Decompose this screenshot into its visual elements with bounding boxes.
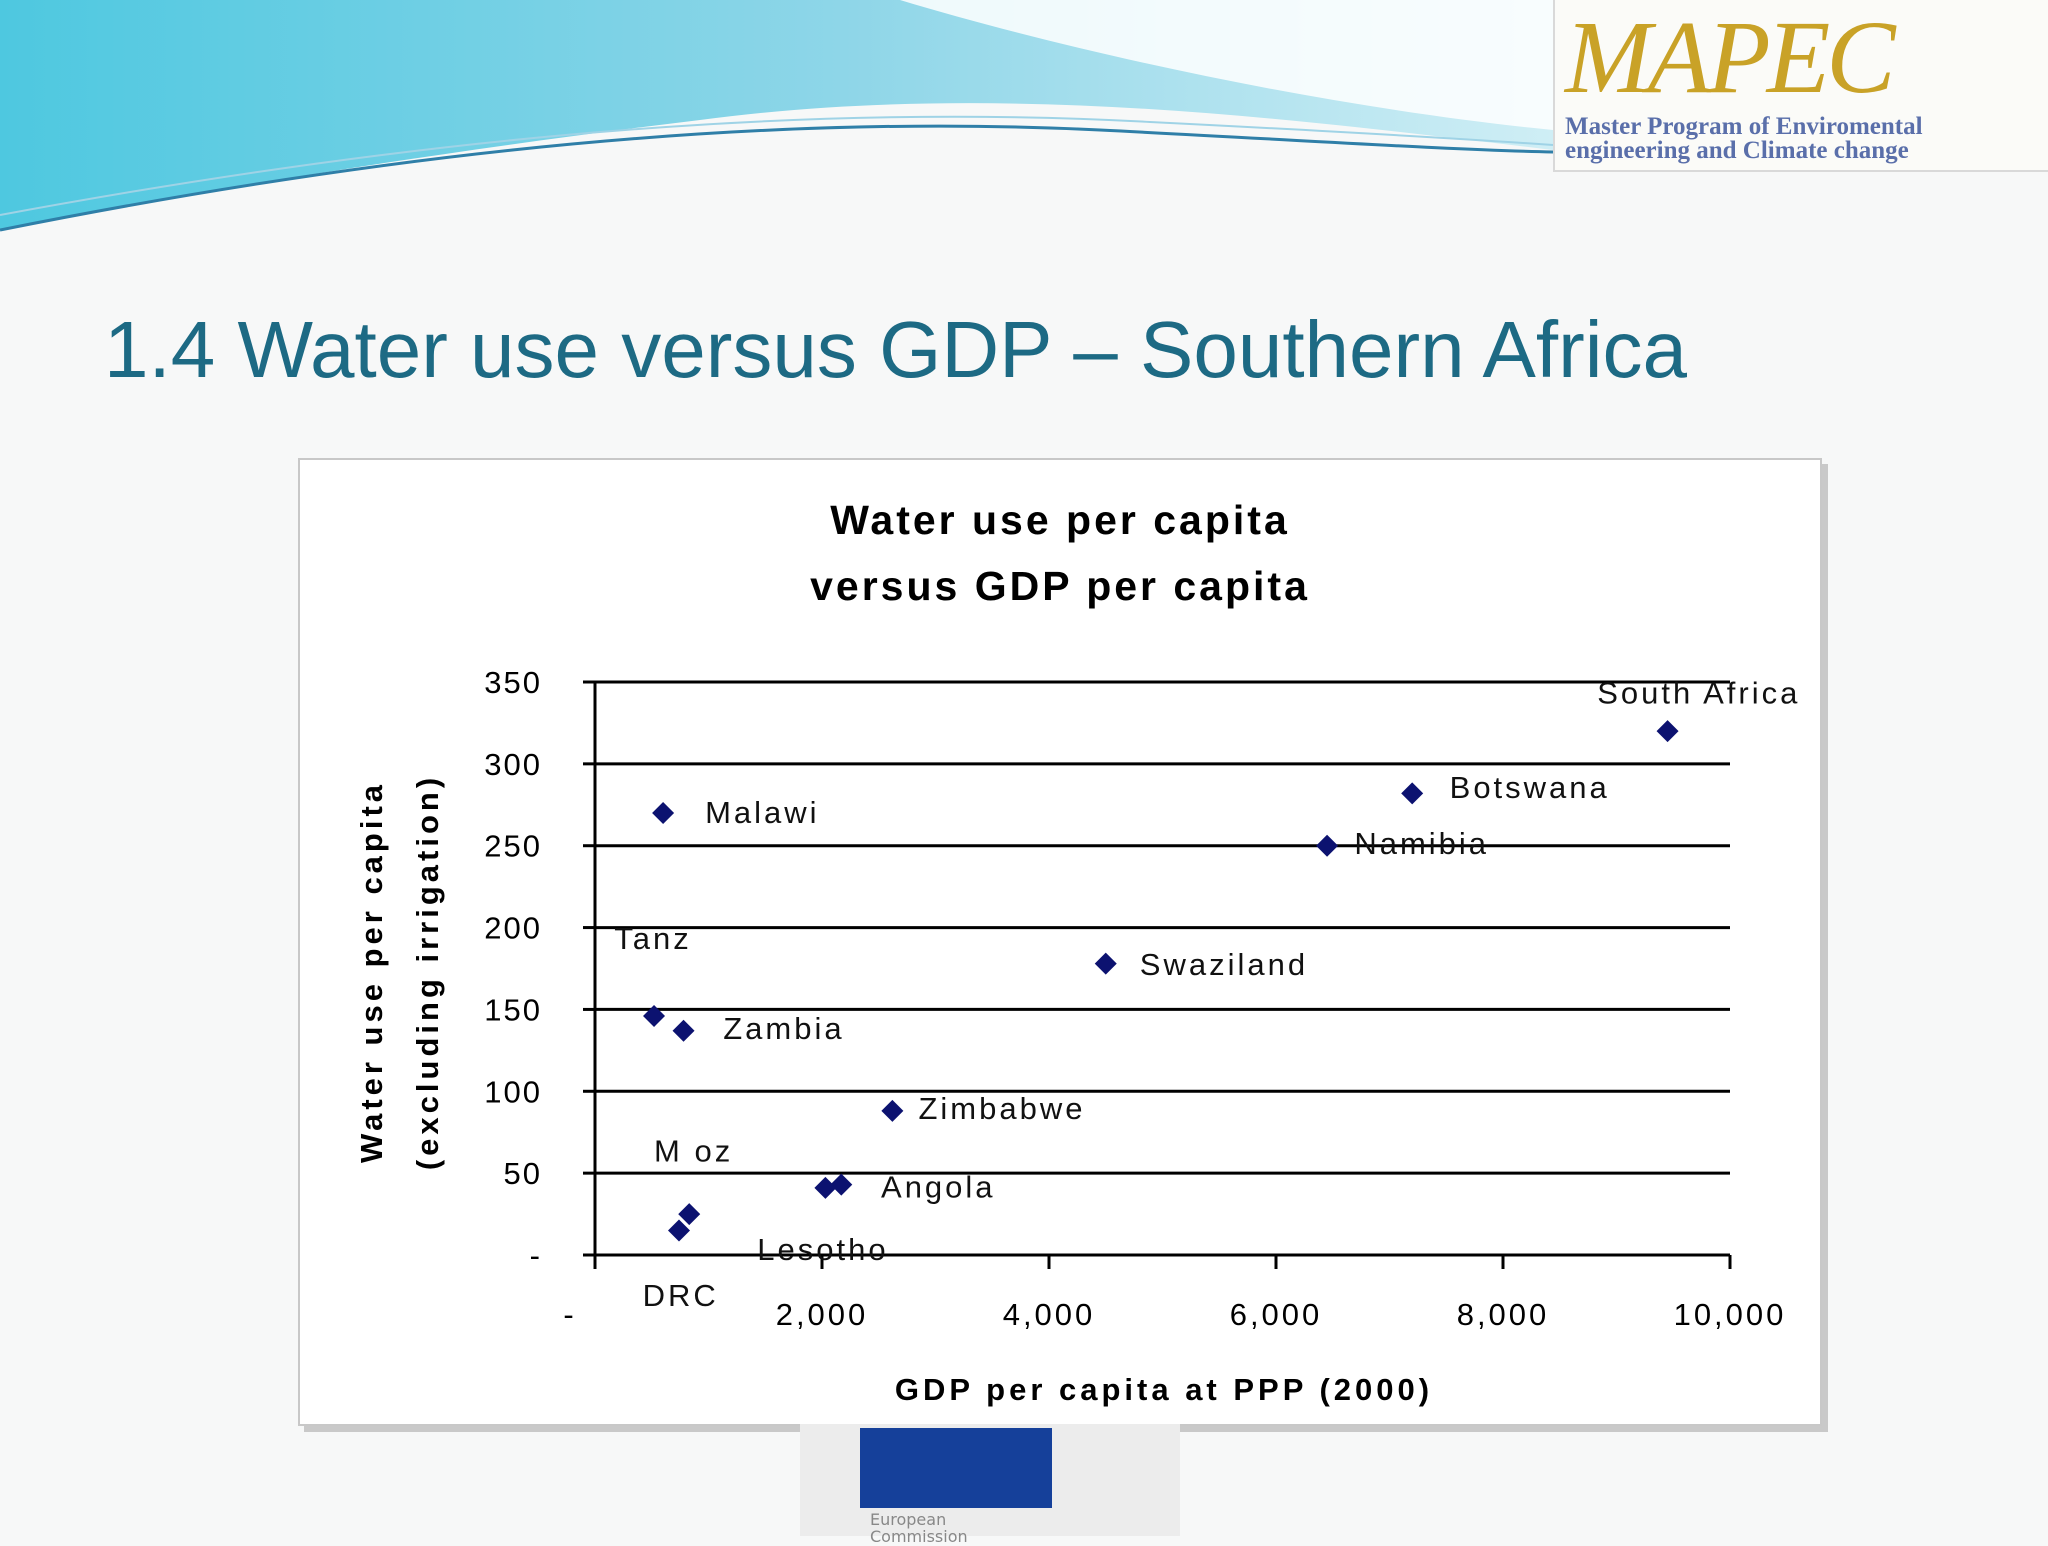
y-tick-label: 50 — [504, 1156, 542, 1191]
data-point — [1094, 952, 1117, 975]
point-annotation: South Africa — [1597, 675, 1800, 710]
point-annotation: DRC — [643, 1278, 719, 1313]
mapec-subtitle-line2: engineering and Climate change — [1565, 137, 1909, 164]
mapec-logo: MAPEC Master Program of Enviromental eng… — [1553, 0, 2048, 172]
x-tick-label: 4,000 — [1003, 1297, 1096, 1332]
point-annotation: M oz — [654, 1134, 733, 1169]
header-wave-background — [0, 0, 1554, 232]
data-point — [652, 801, 675, 824]
y-tick-label: 350 — [484, 665, 542, 700]
x-tick-label: 10,000 — [1674, 1297, 1787, 1332]
data-point — [881, 1099, 904, 1122]
data-point — [643, 1004, 666, 1027]
data-point — [1316, 834, 1339, 857]
x-axis-label: GDP per capita at PPP (2000) — [895, 1372, 1433, 1407]
chart-title-line: Water use per capita — [830, 497, 1290, 543]
y-tick-label: 200 — [484, 911, 542, 946]
y-axis-label-line: Water use per capita — [354, 781, 389, 1163]
chart-title-line: versus GDP per capita — [810, 563, 1310, 609]
chart-frame: Water use per capita versus GDP per capit… — [298, 458, 1822, 1426]
point-annotation: Botswana — [1450, 770, 1610, 805]
y-tick-label: 300 — [484, 747, 542, 782]
x-tick-label: 6,000 — [1230, 1297, 1323, 1332]
data-point — [1401, 782, 1424, 805]
data-point — [678, 1203, 701, 1226]
x-tick-label: 8,000 — [1457, 1297, 1550, 1332]
eu-logo-line2: Commission — [870, 1527, 968, 1546]
european-commission-logo: European Commission — [800, 1424, 1180, 1545]
y-tick-label: 150 — [484, 992, 542, 1027]
eu-logo-line1: European — [870, 1510, 947, 1529]
y-tick-label: 250 — [484, 829, 542, 864]
point-annotation: Namibia — [1354, 826, 1489, 861]
point-annotation: Swaziland — [1140, 947, 1308, 982]
eu-flag-icon — [860, 1428, 1052, 1508]
point-annotation: Zambia — [723, 1011, 844, 1046]
point-annotation: Zimbabwe — [918, 1091, 1085, 1126]
slide-title: 1.4 Water use versus GDP – Southern Afri… — [104, 305, 1687, 394]
mapec-wordmark: MAPEC — [1565, 0, 1896, 115]
y-axis-label-line: (excluding irrigation) — [410, 774, 445, 1170]
data-point — [1656, 720, 1679, 743]
y-tick-label: - — [530, 1238, 542, 1273]
data-point — [672, 1019, 695, 1042]
data-point — [814, 1176, 837, 1199]
y-tick-label: 100 — [484, 1074, 542, 1109]
x-tick-label: 2,000 — [776, 1297, 869, 1332]
mapec-subtitle-line1: Master Program of Enviromental — [1565, 113, 1923, 140]
point-annotation: Angola — [881, 1170, 996, 1205]
data-point — [667, 1219, 690, 1242]
scatter-chart: Water use per capita versus GDP per capit… — [354, 497, 1800, 1407]
point-annotation: Tanz — [614, 921, 691, 956]
x-tick-label: - — [563, 1297, 576, 1332]
point-annotation: Lesotho — [757, 1232, 888, 1267]
point-annotation: Malawi — [705, 795, 819, 830]
data-point — [830, 1173, 853, 1196]
